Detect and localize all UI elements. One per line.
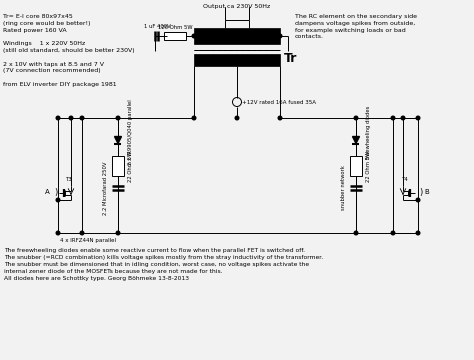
Bar: [194, 54, 280, 66]
Text: 2.2 Microfarad 250V: 2.2 Microfarad 250V: [103, 161, 108, 215]
Circle shape: [116, 231, 120, 235]
Circle shape: [80, 116, 84, 120]
Bar: [164, 32, 186, 40]
Circle shape: [56, 116, 60, 120]
Circle shape: [192, 34, 196, 38]
Circle shape: [116, 116, 120, 120]
Text: ): ): [54, 188, 57, 197]
Bar: [112, 156, 124, 176]
Circle shape: [69, 116, 73, 120]
Circle shape: [401, 116, 405, 120]
Circle shape: [391, 116, 395, 120]
Text: The RC element on the secondary side
dampens voltage spikes from outside,
for ex: The RC element on the secondary side dam…: [295, 14, 417, 39]
Circle shape: [416, 198, 420, 202]
Circle shape: [235, 116, 239, 120]
Circle shape: [416, 116, 420, 120]
Text: ): ): [419, 188, 422, 197]
Bar: [350, 156, 362, 176]
Text: freewheeling diodes: freewheeling diodes: [366, 105, 371, 159]
Text: A: A: [45, 189, 50, 195]
Circle shape: [278, 34, 282, 38]
Circle shape: [416, 231, 420, 235]
Polygon shape: [115, 136, 121, 144]
Circle shape: [354, 231, 358, 235]
Text: 22 Ohm 5W: 22 Ohm 5W: [366, 150, 371, 182]
Text: 1 uF 400V: 1 uF 400V: [144, 24, 170, 29]
Text: B: B: [424, 189, 429, 195]
Text: Output ca 230V 50Hz: Output ca 230V 50Hz: [203, 4, 271, 9]
Polygon shape: [353, 136, 359, 144]
Circle shape: [80, 231, 84, 235]
Text: 4 x IRFZ44N parallel: 4 x IRFZ44N parallel: [60, 238, 116, 243]
Text: T4: T4: [401, 177, 408, 182]
Bar: [194, 28, 280, 44]
Text: snubber network: snubber network: [341, 166, 346, 211]
Circle shape: [192, 116, 196, 120]
Text: T3: T3: [65, 177, 72, 182]
Text: Tr: Tr: [284, 51, 297, 64]
Circle shape: [391, 231, 395, 235]
Circle shape: [354, 116, 358, 120]
Circle shape: [56, 198, 60, 202]
Text: 120 Ohm 5W: 120 Ohm 5W: [158, 25, 192, 30]
Text: 22 Ohm 5W: 22 Ohm 5W: [128, 150, 133, 182]
Circle shape: [56, 231, 60, 235]
Circle shape: [278, 116, 282, 120]
Text: 2 x IR9905/Q040 parallel: 2 x IR9905/Q040 parallel: [128, 99, 133, 165]
Text: The freewheeling diodes enable some reactive current to flow when the parallel F: The freewheeling diodes enable some reac…: [4, 248, 323, 281]
Text: Tr= E-I core 80x97x45
(ring core would be better!)
Rated power 160 VA

Windings : Tr= E-I core 80x97x45 (ring core would b…: [3, 14, 135, 87]
Text: +12V rated 16A fused 35A: +12V rated 16A fused 35A: [242, 100, 316, 105]
